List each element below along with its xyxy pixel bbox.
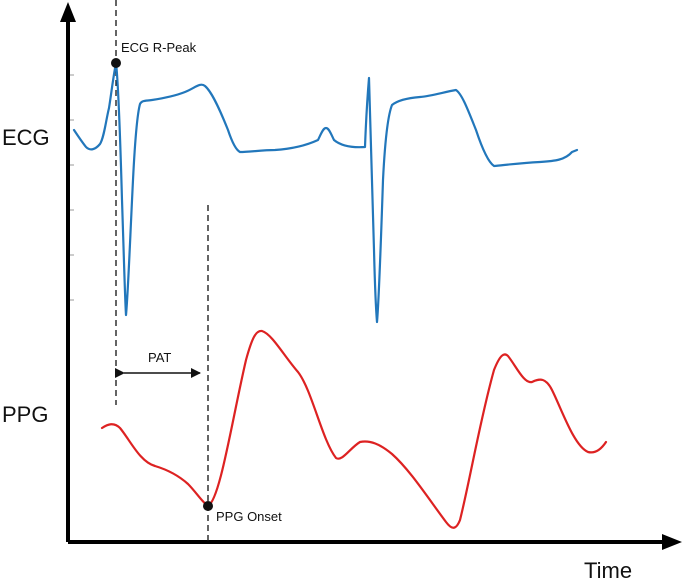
- ecg-label: ECG: [2, 125, 50, 150]
- time-label: Time: [584, 558, 632, 582]
- ppg-onset-label: PPG Onset: [216, 509, 282, 524]
- r-peak-label: ECG R-Peak: [121, 40, 197, 55]
- r-peak-marker: [111, 58, 121, 68]
- ppg-label: PPG: [2, 402, 48, 427]
- ecg-waveform: [72, 61, 579, 324]
- x-axis-arrow-icon: [662, 534, 682, 550]
- y-axis-ticks: [70, 74, 74, 301]
- ppg-onset-marker: [203, 501, 213, 511]
- ppg-waveform: [100, 329, 608, 529]
- pat-label: PAT: [148, 350, 171, 365]
- y-axis-arrow-icon: [60, 2, 76, 22]
